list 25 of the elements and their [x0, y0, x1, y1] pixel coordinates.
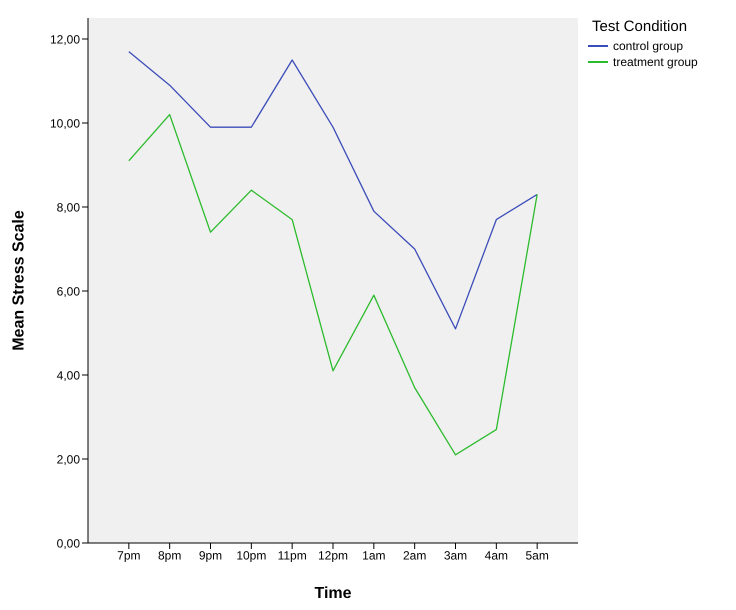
legend-label: control group: [613, 39, 684, 53]
x-tick-label: 12pm: [318, 548, 348, 563]
x-tick-label: 5am: [525, 548, 549, 563]
x-tick-label: 9pm: [198, 548, 222, 563]
legend-label: treatment group: [613, 55, 698, 69]
line-series: [128, 50, 538, 330]
y-tick-label: 2,00: [56, 452, 80, 466]
x-tick-label: 7pm: [117, 548, 141, 563]
x-tick-label: 8pm: [158, 548, 182, 563]
y-tick-label: 0,00: [56, 536, 80, 550]
x-tick-label: 4am: [484, 548, 508, 563]
y-tick-label: 8,00: [56, 200, 80, 214]
x-tick-label: 11pm: [278, 548, 307, 563]
y-tick-label: 6,00: [56, 284, 80, 298]
x-tick-label: 1am: [362, 548, 386, 563]
x-axis-title: Time: [314, 585, 352, 602]
x-tick-label: 3am: [444, 548, 468, 563]
y-tick-label: 10,00: [50, 116, 80, 130]
legend-title: Test Condition: [592, 18, 688, 35]
line-series: [128, 114, 538, 456]
x-tick-label: 2am: [402, 548, 426, 563]
y-tick-label: 12,00: [50, 32, 80, 46]
y-tick-label: 4,00: [56, 368, 80, 382]
x-tick-label: 10pm: [236, 548, 266, 563]
y-axis-title: Mean Stress Scale: [10, 210, 28, 351]
